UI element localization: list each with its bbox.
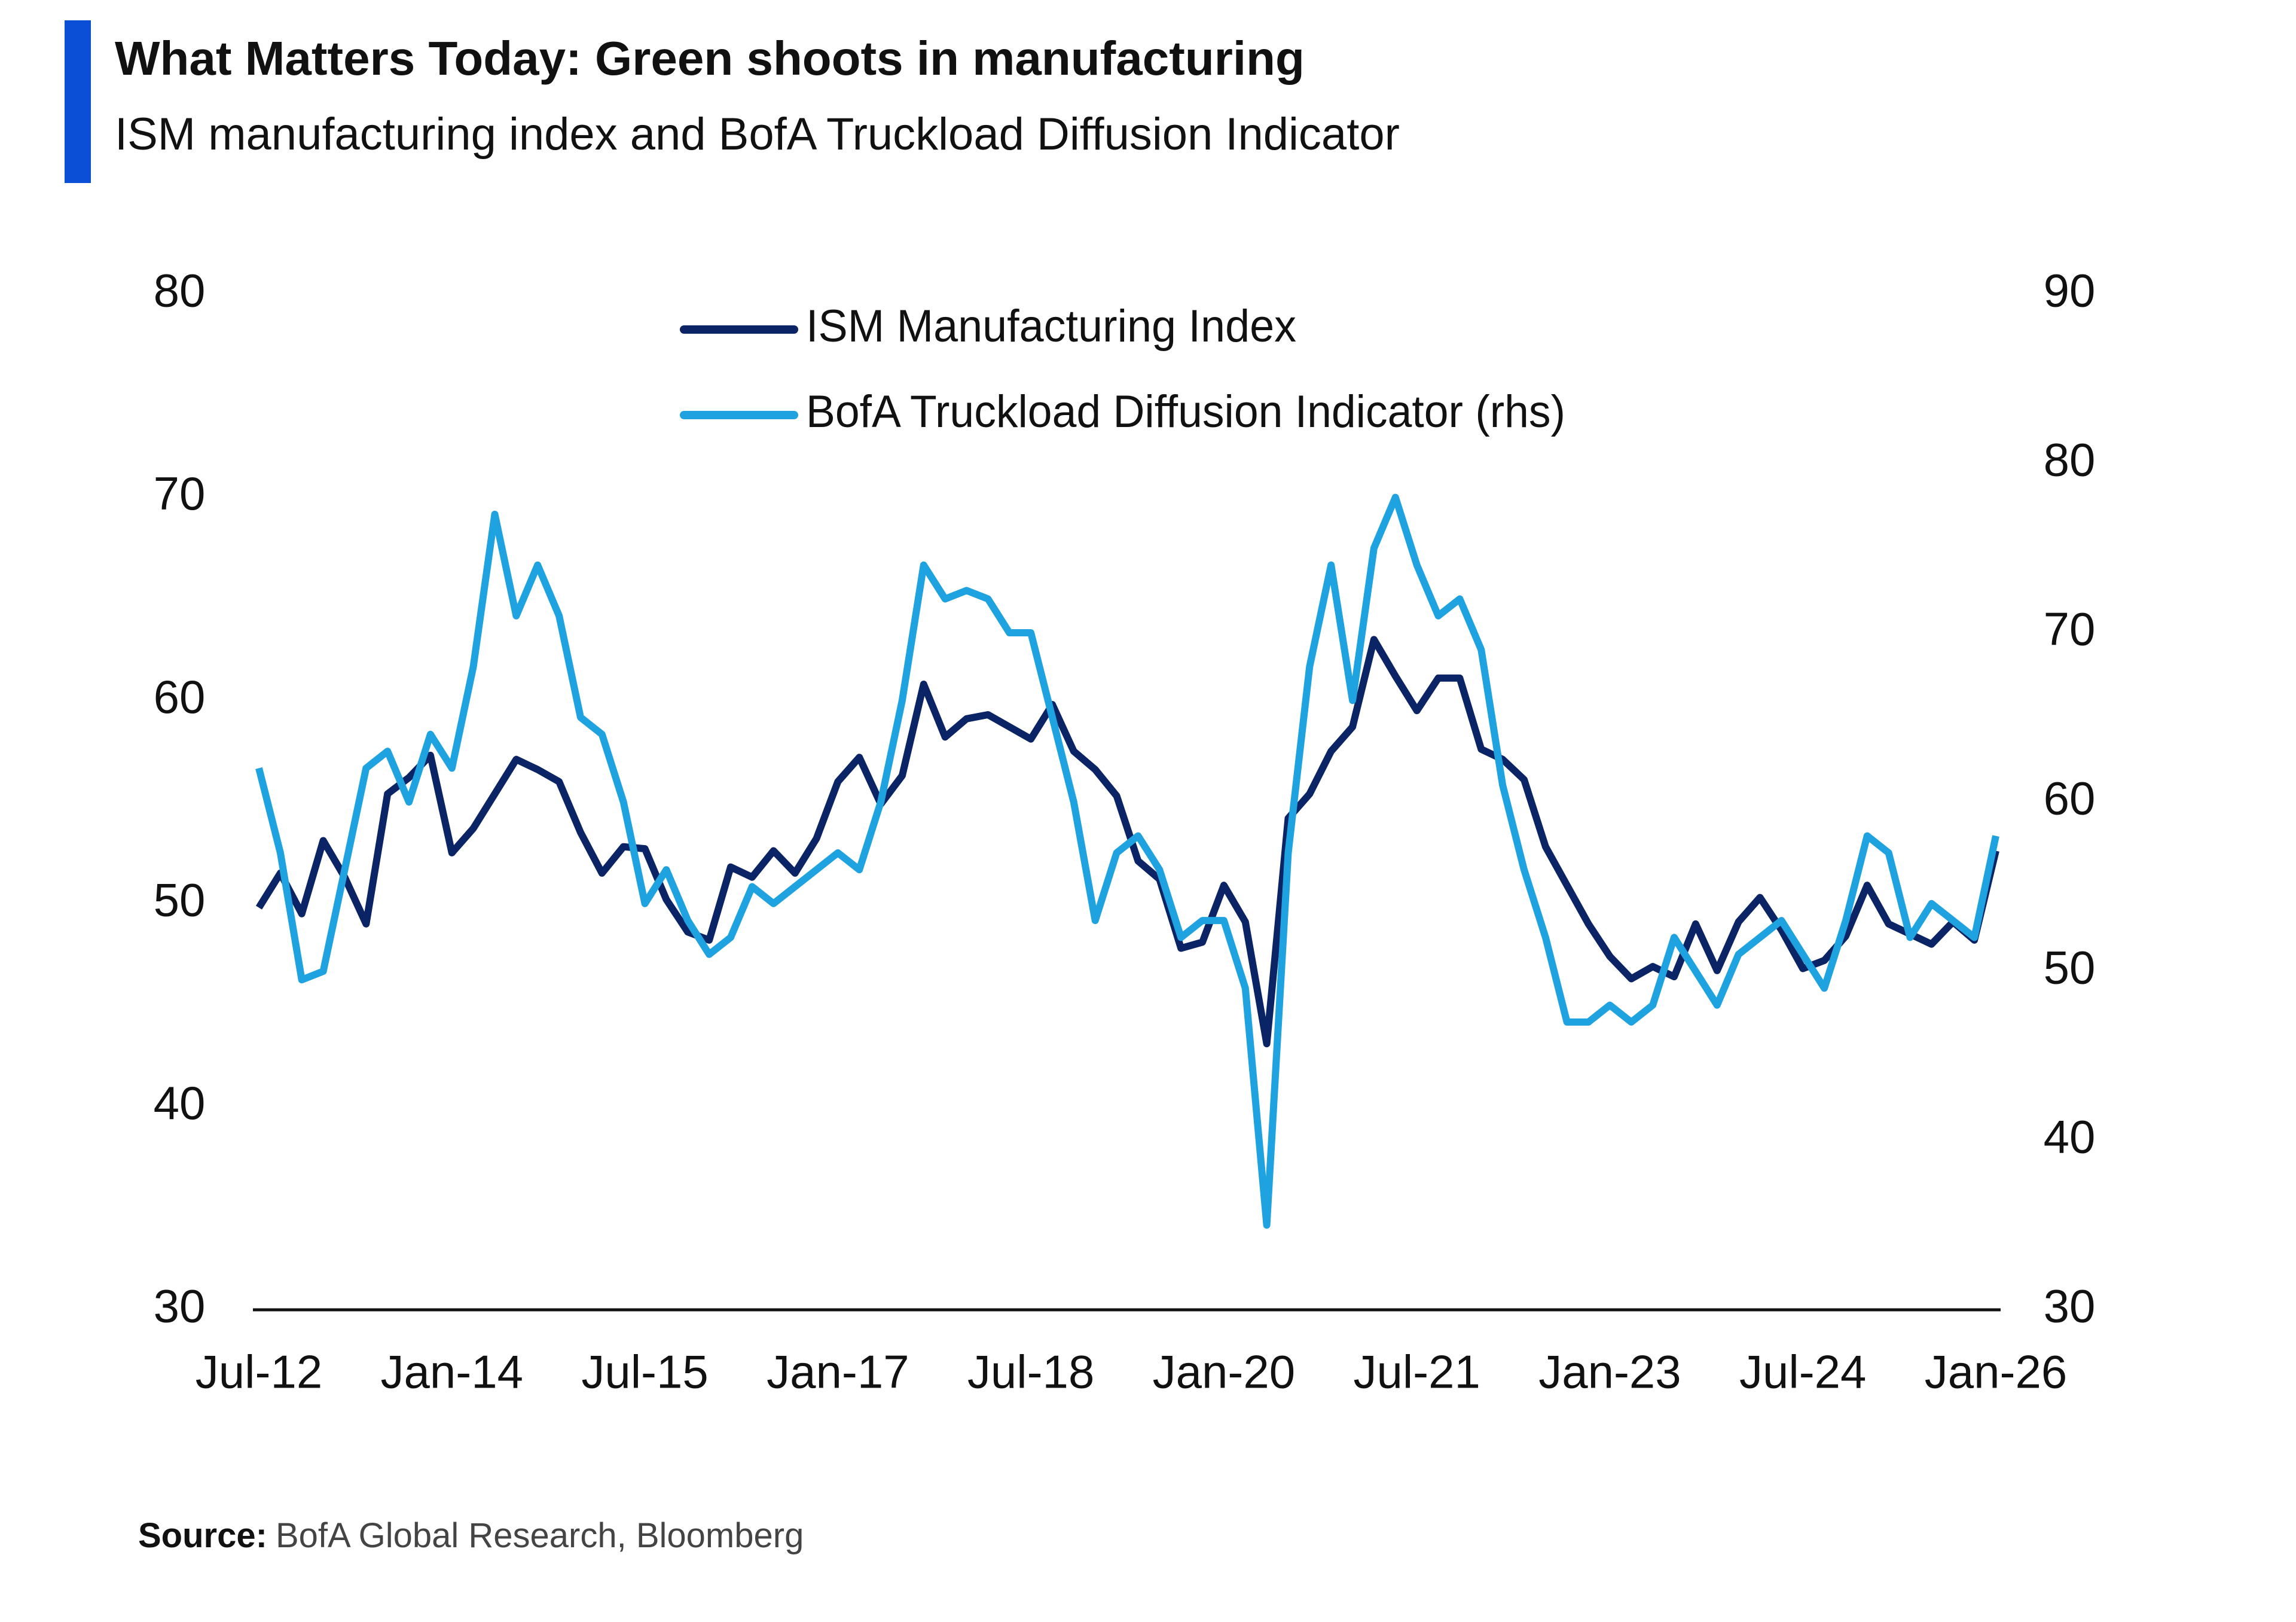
source-label: Source: (138, 1516, 267, 1555)
series-line (255, 493, 1999, 1229)
x-tick-label: Jan-17 (767, 1346, 909, 1398)
x-tick-label: Jul-18 (967, 1346, 1094, 1398)
x-tick-label: Jul-15 (581, 1346, 708, 1398)
x-tick-label: Jan-20 (1153, 1346, 1296, 1398)
y2-tick-label: 50 (2044, 941, 2096, 994)
x-tick-label: Jul-21 (1353, 1346, 1480, 1398)
x-tick-label: Jan-23 (1538, 1346, 1681, 1398)
source-text: BofA Global Research, Bloomberg (276, 1516, 804, 1555)
y-tick-label: 50 (154, 873, 206, 926)
y-tick-label: 70 (154, 467, 206, 520)
legend-label: ISM Manufacturing Index (806, 301, 1296, 352)
y2-tick-label: 70 (2044, 603, 2096, 655)
legend-label: BofA Truckload Diffusion Indicator (rhs) (806, 386, 1565, 437)
y2-tick-label: 90 (2044, 264, 2096, 317)
series-line (255, 636, 1999, 1048)
y2-tick-label: 80 (2044, 434, 2096, 486)
y-tick-label: 80 (154, 264, 206, 317)
y-tick-label: 40 (154, 1077, 206, 1129)
x-tick-label: Jan-14 (381, 1346, 524, 1398)
x-tick-label: Jul-12 (196, 1346, 322, 1398)
y-tick-label: 30 (154, 1280, 206, 1333)
title-accent-bar (65, 20, 91, 183)
y2-tick-label: 60 (2044, 772, 2096, 825)
source-note: Source: BofA Global Research, Bloomberg (138, 1516, 804, 1555)
y2-tick-label: 30 (2044, 1280, 2096, 1333)
x-tick-label: Jul-24 (1739, 1346, 1866, 1398)
chart-title: What Matters Today: Green shoots in manu… (115, 32, 1305, 85)
y-tick-label: 60 (154, 670, 206, 723)
y2-tick-label: 40 (2044, 1111, 2096, 1163)
chart-subtitle: ISM manufacturing index and BofA Trucklo… (115, 109, 1400, 160)
x-tick-label: Jan-26 (1925, 1346, 2068, 1398)
